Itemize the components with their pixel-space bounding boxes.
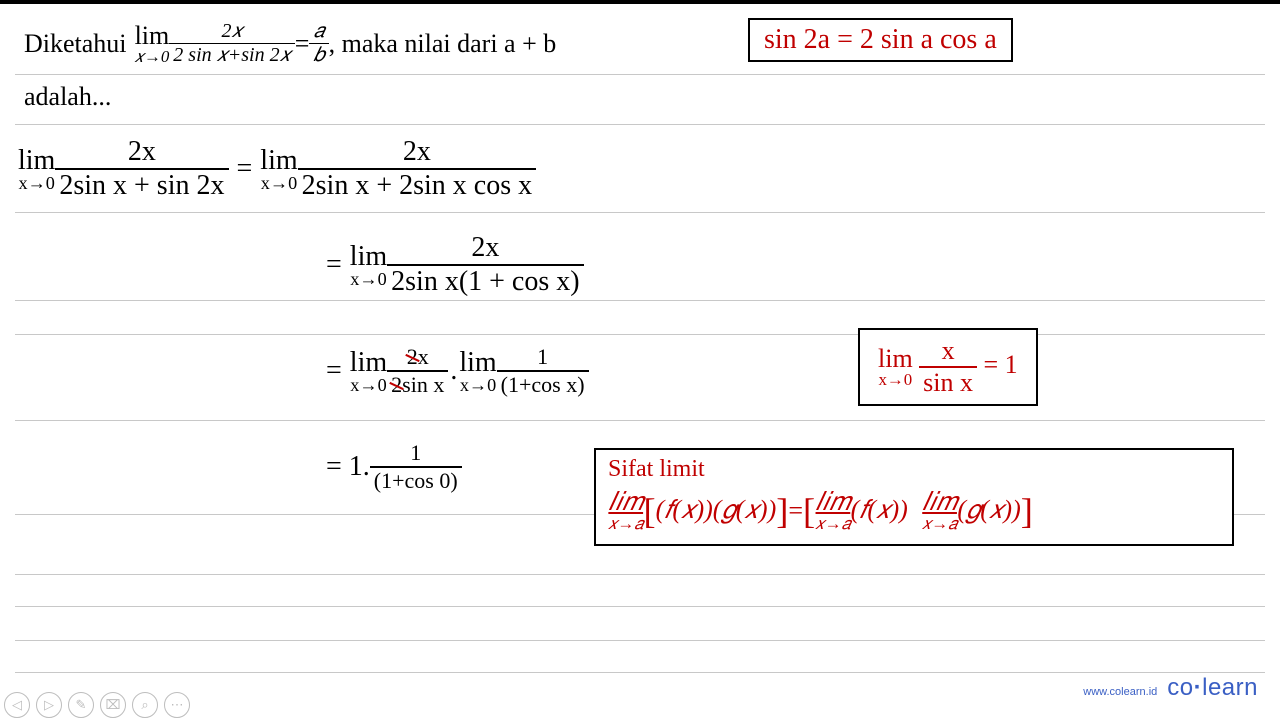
step3a-lim: lim x→0 — [350, 347, 387, 396]
zoom-button[interactable]: ⌕ — [132, 692, 158, 718]
equals-sign: = — [326, 249, 350, 281]
question-line2: adalah... — [24, 82, 111, 112]
step3b-lim: lim x→0 — [459, 347, 496, 396]
equals-sign: = — [229, 153, 261, 185]
clipboard-button[interactable]: ⌧ — [100, 692, 126, 718]
step4-frac: 1 (1+cos 0) — [370, 440, 462, 494]
box3-title: Sifat limit — [608, 456, 1220, 483]
pen-button[interactable]: ✎ — [68, 692, 94, 718]
step1-rhs-lim: lim x→0 — [260, 145, 297, 194]
step4-lead: = 1. — [326, 451, 370, 483]
equals-sign: = — [326, 355, 350, 387]
strike-den: 2 — [391, 372, 402, 397]
question-prefix: Diketahui — [24, 29, 127, 59]
step2-lim: lim x→0 — [350, 241, 387, 290]
question-equals: = — [295, 29, 310, 59]
prev-button[interactable]: ◁ — [4, 692, 30, 718]
step3: = lim x→0 2x 2sin x . lim x→0 1 (1+cos x… — [326, 344, 589, 398]
question-fraction: 2𝑥 2 sin 𝑥+sin 2𝑥 — [169, 20, 294, 67]
step3a-frac: 2x 2sin x — [387, 344, 448, 398]
step1: lim x→0 2x 2sin x + sin 2x = lim x→0 2x … — [18, 136, 536, 202]
box3-formula: 𝑙𝑖𝑚 𝑥→𝑎 [(𝑓(𝑥))(𝑔(𝑥))] = [ 𝑙𝑖𝑚 𝑥→𝑎 (𝑓(𝑥)… — [608, 487, 1220, 534]
brand-url: www.colearn.id — [1083, 686, 1157, 698]
step1-lhs-frac: 2x 2sin x + sin 2x — [55, 136, 228, 202]
more-button[interactable]: ⋯ — [164, 692, 190, 718]
brand-logo: www.colearn.id co·learn — [1083, 674, 1258, 702]
ruled-background — [0, 4, 1280, 720]
step3b-frac: 1 (1+cos x) — [497, 344, 589, 398]
question-tail: , maka nilai dari a + b — [329, 29, 557, 59]
identity-box-sin2a: sin 2a = 2 sin a cos a — [748, 18, 1013, 62]
step1-rhs-frac: 2x 2sin x + 2sin x cos x — [298, 136, 536, 202]
question-rhs-fraction: 𝑎 𝑏 — [309, 20, 328, 67]
identity-box-limit: lim x→0 x sin x = 1 — [858, 328, 1038, 406]
step4: = 1. 1 (1+cos 0) — [326, 440, 462, 494]
question-line1: Diketahui lim 𝑥→0 2𝑥 2 sin 𝑥+sin 2𝑥 = 𝑎 … — [24, 20, 556, 67]
step2-frac: 2x 2sin x(1 + cos x) — [387, 232, 583, 298]
toolbar: ◁ ▷ ✎ ⌧ ⌕ ⋯ — [4, 692, 190, 718]
property-box-limit-product: Sifat limit 𝑙𝑖𝑚 𝑥→𝑎 [(𝑓(𝑥))(𝑔(𝑥))] = [ 𝑙… — [594, 448, 1234, 546]
brand-name: co·learn — [1167, 674, 1258, 702]
step2: = lim x→0 2x 2sin x(1 + cos x) — [326, 232, 584, 298]
step1-lhs-lim: lim x→0 — [18, 145, 55, 194]
question-limit: lim 𝑥→0 — [135, 21, 170, 67]
strike-num: 2 — [407, 344, 418, 369]
next-button[interactable]: ▷ — [36, 692, 62, 718]
